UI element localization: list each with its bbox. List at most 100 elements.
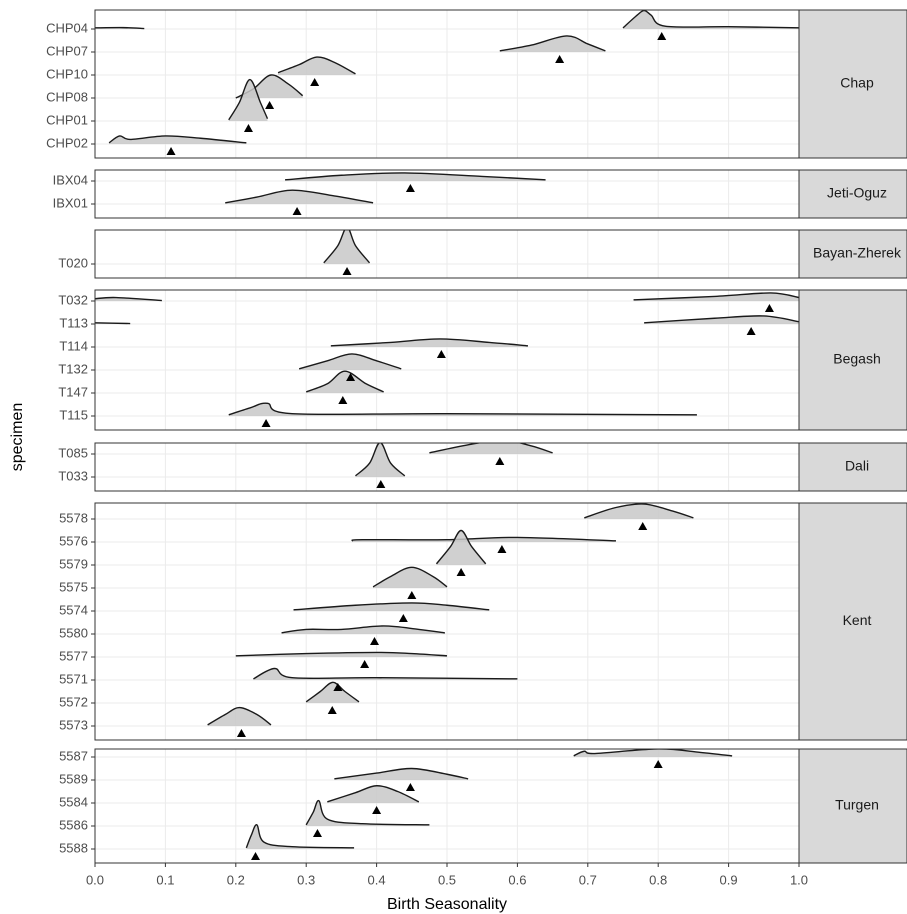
y-tick-label: T085 [58,445,88,460]
y-tick-label: T113 [59,315,88,330]
ridge-area [355,443,405,477]
y-axis-title: specimen [9,403,26,471]
x-tick-label: 0.4 [368,872,386,887]
y-tick-label: T032 [58,292,88,307]
ridge-line [225,189,374,204]
median-marker [346,373,356,381]
strip-label: Bayan-Zherek [813,245,902,261]
y-tick-label: 5576 [59,533,88,548]
x-tick-label: 0.1 [156,872,174,887]
ridge-line [108,135,247,144]
y-tick-label: CHP02 [46,135,88,150]
strip-background [798,442,907,492]
ridge-area [225,190,374,204]
ridge-line [499,35,606,52]
y-tick-label: CHP07 [46,43,88,58]
ridge-line [277,56,356,75]
ridge-line [298,353,402,370]
panel [323,230,371,275]
ridge-area [306,682,359,703]
median-marker [436,350,446,358]
panel [207,503,694,737]
median-marker [251,852,261,860]
y-tick-label: 5577 [59,648,88,663]
panel [245,749,733,860]
y-tick-label: 5575 [59,579,88,594]
y-tick-label: 5587 [59,748,88,763]
ridge-area [299,353,402,370]
y-tick-label: 5580 [59,625,88,640]
y-tick-label: 5584 [59,794,88,809]
ridge-line [305,681,360,703]
y-tick-label: CHP08 [46,89,88,104]
ridge-area [95,292,799,301]
x-tick-label: 0.6 [508,872,526,887]
strip-label: Begash [833,351,880,367]
median-marker [338,396,348,404]
ridge-line [327,785,420,803]
y-tick-label: 5586 [59,817,88,832]
y-tick-label: 5572 [59,694,88,709]
ridge-line [95,292,799,302]
ridge-line [95,315,799,325]
ridge-line [584,503,694,519]
ridge-area [429,443,553,454]
median-marker [342,267,352,275]
y-tick-label: IBX01 [53,195,88,210]
strip-background [798,169,907,219]
ridge-line [435,529,487,565]
ridge-area [109,135,247,144]
strip-label: Dali [845,458,869,474]
median-marker [405,783,415,791]
median-marker [638,522,648,530]
y-tick-label: CHP04 [46,20,88,35]
median-marker [310,78,320,86]
y-tick-label: 5573 [59,717,88,732]
ridge-line [245,824,355,849]
y-tick-label: IBX04 [53,172,88,187]
ridge-area [436,530,486,565]
ridge-area [95,315,799,324]
strip-background [798,9,907,159]
x-tick-label: 1.0 [790,872,808,887]
ridge-line [253,667,518,680]
ridge-area [373,567,447,588]
panel [225,172,546,215]
median-marker [376,480,386,488]
ridge-line [355,443,406,477]
ridge-line [323,230,371,264]
median-marker [398,614,408,622]
ridge-line [293,602,490,611]
ridge-area [306,371,384,393]
x-tick-label: 0.8 [649,872,667,887]
ridge-area [573,749,733,757]
y-tick-label: T114 [59,338,88,353]
x-tick-label: 0.0 [86,872,104,887]
median-marker [764,304,774,312]
strip-label: Turgen [835,797,879,813]
y-tick-label: T132 [58,361,88,376]
median-marker [333,683,343,691]
median-marker [292,207,302,215]
ridge-area [327,785,419,803]
median-marker [495,457,505,465]
strip-background [798,502,907,741]
panel [355,443,553,488]
median-marker [360,660,370,668]
y-tick-label: CHP10 [46,66,88,81]
ridge-line [429,443,553,454]
median-marker [243,124,253,132]
ridge-area [235,652,447,657]
median-marker [405,184,415,192]
x-tick-label: 0.7 [579,872,597,887]
ridge-area [278,57,356,75]
y-tick-label: T115 [59,407,88,422]
median-marker [369,637,379,645]
y-tick-label: CHP01 [46,112,88,127]
y-tick-label: 5571 [59,671,88,686]
median-marker [657,32,667,40]
x-axis-title: Birth Seasonality [387,896,507,913]
ridge-area [207,707,271,726]
median-marker [653,760,663,768]
